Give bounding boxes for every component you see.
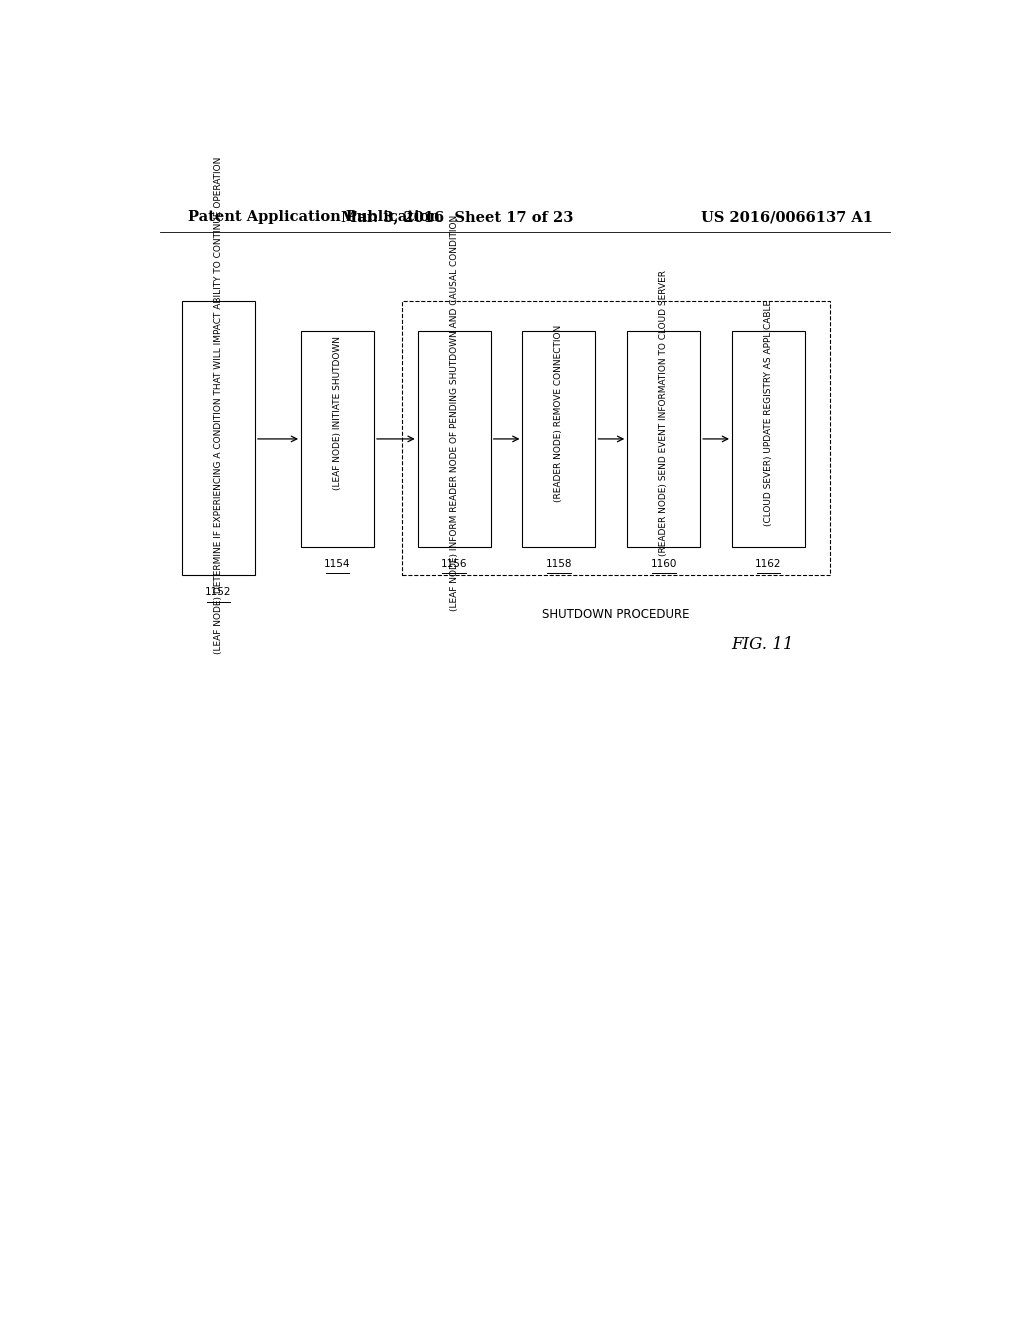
Text: (CLOUD SEVER) UPDATE REGISTRY AS APPLICABLE: (CLOUD SEVER) UPDATE REGISTRY AS APPLICA… xyxy=(764,300,773,527)
Text: Patent Application Publication: Patent Application Publication xyxy=(187,210,439,224)
Text: 1162: 1162 xyxy=(755,558,781,569)
Text: FIG. 11: FIG. 11 xyxy=(731,636,795,653)
Bar xyxy=(182,301,255,576)
Text: 1152: 1152 xyxy=(205,587,231,598)
Text: 1160: 1160 xyxy=(650,558,677,569)
Text: US 2016/0066137 A1: US 2016/0066137 A1 xyxy=(700,210,872,224)
Bar xyxy=(522,331,595,546)
Text: (LEAF NODE) INITIATE SHUTDOWN: (LEAF NODE) INITIATE SHUTDOWN xyxy=(333,337,342,490)
Text: (READER NODE) REMOVE CONNECTION: (READER NODE) REMOVE CONNECTION xyxy=(554,325,563,502)
Bar xyxy=(418,331,490,546)
Bar xyxy=(401,301,830,576)
Text: 1158: 1158 xyxy=(546,558,572,569)
Bar xyxy=(732,331,805,546)
Text: (LEAF NODE) INFORM READER NODE OF PENDING SHUTDOWN AND CAUSAL CONDITION: (LEAF NODE) INFORM READER NODE OF PENDIN… xyxy=(450,215,459,611)
Text: SHUTDOWN PROCEDURE: SHUTDOWN PROCEDURE xyxy=(543,607,690,620)
Text: (LEAF NODE) DETERMINE IF EXPERIENCING A CONDITION THAT WILL IMPACT ABILITY TO CO: (LEAF NODE) DETERMINE IF EXPERIENCING A … xyxy=(214,156,223,653)
Text: 1154: 1154 xyxy=(325,558,351,569)
Text: (READER NODE) SEND EVENT INFORMATION TO CLOUD SERVER: (READER NODE) SEND EVENT INFORMATION TO … xyxy=(659,271,669,556)
Bar xyxy=(627,331,700,546)
Bar xyxy=(301,331,374,546)
Text: Mar. 3, 2016  Sheet 17 of 23: Mar. 3, 2016 Sheet 17 of 23 xyxy=(341,210,573,224)
Text: 1156: 1156 xyxy=(441,558,467,569)
